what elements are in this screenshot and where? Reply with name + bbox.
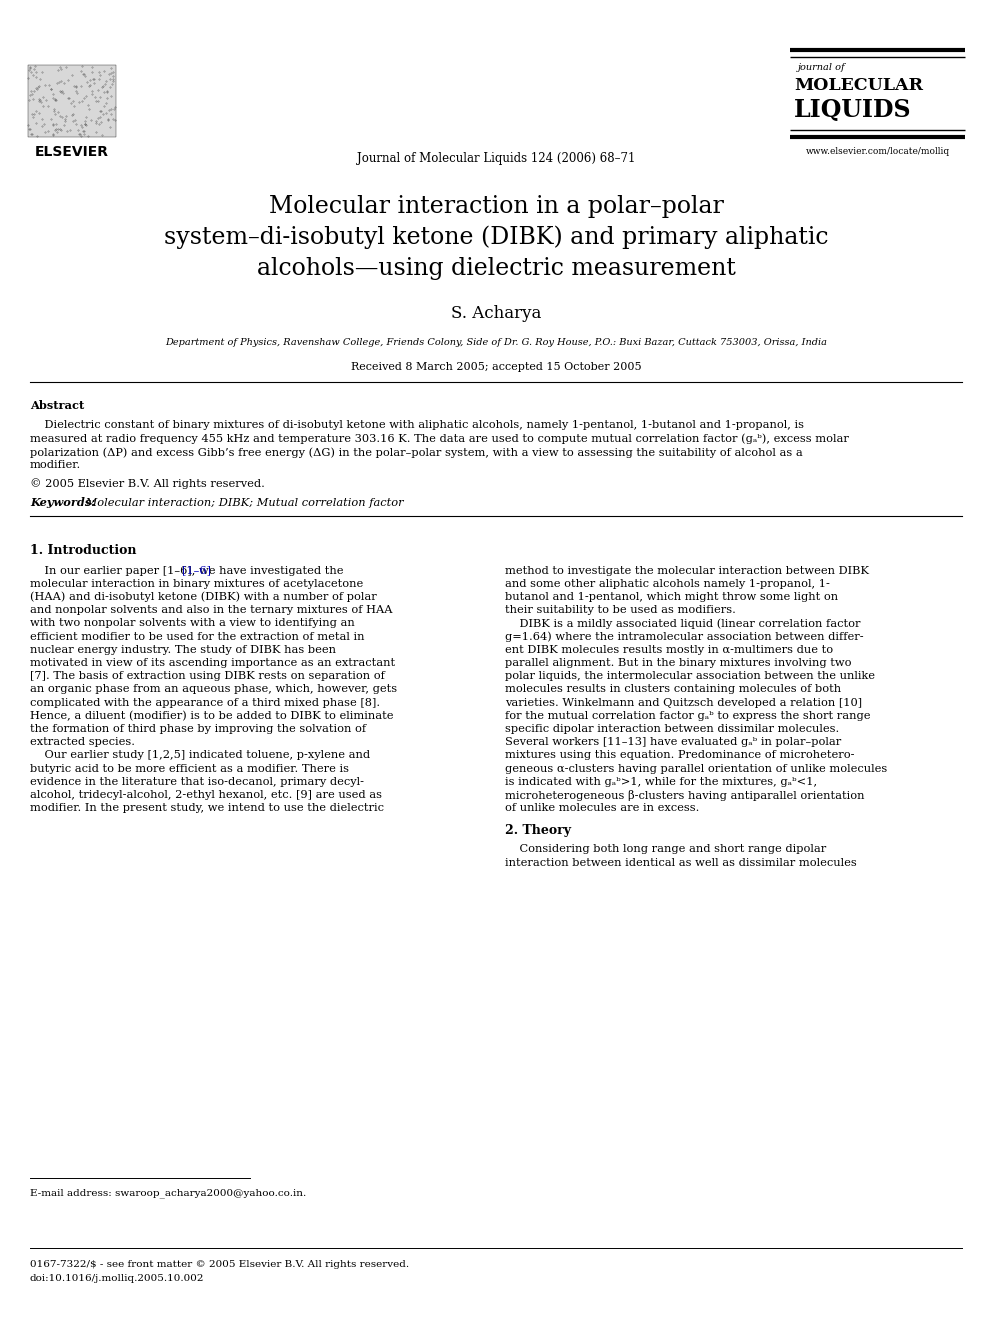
Text: Molecular interaction; DIBK; Mutual correlation factor: Molecular interaction; DIBK; Mutual corr… bbox=[82, 497, 404, 508]
Text: In our earlier paper [1–6], we have investigated the: In our earlier paper [1–6], we have inve… bbox=[30, 565, 343, 576]
Text: polar liquids, the intermolecular association between the unlike: polar liquids, the intermolecular associ… bbox=[505, 671, 875, 681]
Text: modifier. In the present study, we intend to use the dielectric: modifier. In the present study, we inten… bbox=[30, 803, 384, 814]
Text: Keywords:: Keywords: bbox=[30, 497, 95, 508]
Text: is indicated with gₐᵇ>1, while for the mixtures, gₐᵇ<1,: is indicated with gₐᵇ>1, while for the m… bbox=[505, 777, 817, 787]
Text: geneous α-clusters having parallel orientation of unlike molecules: geneous α-clusters having parallel orien… bbox=[505, 763, 887, 774]
Text: method to investigate the molecular interaction between DIBK: method to investigate the molecular inte… bbox=[505, 565, 869, 576]
Text: alcohols—using dielectric measurement: alcohols—using dielectric measurement bbox=[257, 257, 735, 280]
Text: polarization (ΔP) and excess Gibb’s free energy (ΔG) in the polar–polar system, : polarization (ΔP) and excess Gibb’s free… bbox=[30, 447, 803, 458]
Text: and some other aliphatic alcohols namely 1-propanol, 1-: and some other aliphatic alcohols namely… bbox=[505, 578, 830, 589]
Text: Molecular interaction in a polar–polar: Molecular interaction in a polar–polar bbox=[269, 194, 723, 218]
Text: parallel alignment. But in the binary mixtures involving two: parallel alignment. But in the binary mi… bbox=[505, 658, 851, 668]
Text: 0167-7322/$ - see front matter © 2005 Elsevier B.V. All rights reserved.: 0167-7322/$ - see front matter © 2005 El… bbox=[30, 1259, 409, 1269]
Text: Hence, a diluent (modifier) is to be added to DIBK to eliminate: Hence, a diluent (modifier) is to be add… bbox=[30, 710, 394, 721]
Text: Received 8 March 2005; accepted 15 October 2005: Received 8 March 2005; accepted 15 Octob… bbox=[351, 363, 641, 372]
Text: E-mail address: swaroop_acharya2000@yahoo.co.in.: E-mail address: swaroop_acharya2000@yaho… bbox=[30, 1188, 307, 1197]
Text: DIBK is a mildly associated liquid (linear correlation factor: DIBK is a mildly associated liquid (line… bbox=[505, 618, 860, 628]
Text: with two nonpolar solvents with a view to identifying an: with two nonpolar solvents with a view t… bbox=[30, 618, 355, 628]
Text: ELSEVIER: ELSEVIER bbox=[35, 146, 109, 159]
Text: of unlike molecules are in excess.: of unlike molecules are in excess. bbox=[505, 803, 699, 814]
Text: evidence in the literature that iso-decanol, primary decyl-: evidence in the literature that iso-deca… bbox=[30, 777, 364, 787]
Text: microheterogeneous β-clusters having antiparallel orientation: microheterogeneous β-clusters having ant… bbox=[505, 790, 864, 800]
Text: S. Acharya: S. Acharya bbox=[450, 306, 542, 321]
Text: for the mutual correlation factor gₐᵇ to express the short range: for the mutual correlation factor gₐᵇ to… bbox=[505, 710, 871, 721]
Text: 1. Introduction: 1. Introduction bbox=[30, 544, 137, 557]
Text: Our earlier study [1,2,5] indicated toluene, p-xylene and: Our earlier study [1,2,5] indicated tolu… bbox=[30, 750, 370, 761]
Text: complicated with the appearance of a third mixed phase [8].: complicated with the appearance of a thi… bbox=[30, 697, 380, 708]
Text: extracted species.: extracted species. bbox=[30, 737, 135, 747]
Text: motivated in view of its ascending importance as an extractant: motivated in view of its ascending impor… bbox=[30, 658, 395, 668]
Text: MOLECULAR: MOLECULAR bbox=[794, 77, 923, 94]
Text: Journal of Molecular Liquids 124 (2006) 68–71: Journal of Molecular Liquids 124 (2006) … bbox=[357, 152, 635, 165]
Text: molecular interaction in binary mixtures of acetylacetone: molecular interaction in binary mixtures… bbox=[30, 578, 363, 589]
Text: [7]. The basis of extraction using DIBK rests on separation of: [7]. The basis of extraction using DIBK … bbox=[30, 671, 385, 681]
Text: an organic phase from an aqueous phase, which, however, gets: an organic phase from an aqueous phase, … bbox=[30, 684, 397, 695]
Text: Dielectric constant of binary mixtures of di-isobutyl ketone with aliphatic alco: Dielectric constant of binary mixtures o… bbox=[30, 419, 804, 430]
Text: molecules results in clusters containing molecules of both: molecules results in clusters containing… bbox=[505, 684, 841, 695]
Text: specific dipolar interaction between dissimilar molecules.: specific dipolar interaction between dis… bbox=[505, 724, 839, 734]
Text: butyric acid to be more efficient as a modifier. There is: butyric acid to be more efficient as a m… bbox=[30, 763, 349, 774]
Text: and nonpolar solvents and also in the ternary mixtures of HAA: and nonpolar solvents and also in the te… bbox=[30, 605, 393, 615]
Text: modifier.: modifier. bbox=[30, 460, 81, 471]
Text: g=1.64) where the intramolecular association between differ-: g=1.64) where the intramolecular associa… bbox=[505, 631, 864, 642]
Text: mixtures using this equation. Predominance of microhetero-: mixtures using this equation. Predominan… bbox=[505, 750, 854, 761]
Text: their suitability to be used as modifiers.: their suitability to be used as modifier… bbox=[505, 605, 736, 615]
Text: 2. Theory: 2. Theory bbox=[505, 824, 571, 837]
Text: journal of: journal of bbox=[798, 64, 845, 71]
Bar bbox=[28, 65, 116, 138]
Text: system–di-isobutyl ketone (DIBK) and primary aliphatic: system–di-isobutyl ketone (DIBK) and pri… bbox=[164, 225, 828, 249]
Text: alcohol, tridecyl-alcohol, 2-ethyl hexanol, etc. [9] are used as: alcohol, tridecyl-alcohol, 2-ethyl hexan… bbox=[30, 790, 382, 800]
Text: efficient modifier to be used for the extraction of metal in: efficient modifier to be used for the ex… bbox=[30, 631, 364, 642]
Text: [1–6]: [1–6] bbox=[182, 565, 211, 576]
Text: Several workers [11–13] have evaluated gₐᵇ in polar–polar: Several workers [11–13] have evaluated g… bbox=[505, 737, 841, 747]
Text: Department of Physics, Ravenshaw College, Friends Colony, Side of Dr. G. Roy Hou: Department of Physics, Ravenshaw College… bbox=[165, 337, 827, 347]
Text: ent DIBK molecules results mostly in α-multimers due to: ent DIBK molecules results mostly in α-m… bbox=[505, 644, 833, 655]
Text: varieties. Winkelmann and Quitzsch developed a relation [10]: varieties. Winkelmann and Quitzsch devel… bbox=[505, 697, 862, 708]
Text: doi:10.1016/j.molliq.2005.10.002: doi:10.1016/j.molliq.2005.10.002 bbox=[30, 1274, 204, 1283]
Text: butanol and 1-pentanol, which might throw some light on: butanol and 1-pentanol, which might thro… bbox=[505, 591, 838, 602]
Text: (HAA) and di-isobutyl ketone (DIBK) with a number of polar: (HAA) and di-isobutyl ketone (DIBK) with… bbox=[30, 591, 377, 602]
Text: www.elsevier.com/locate/molliq: www.elsevier.com/locate/molliq bbox=[806, 147, 949, 156]
Text: © 2005 Elsevier B.V. All rights reserved.: © 2005 Elsevier B.V. All rights reserved… bbox=[30, 478, 265, 488]
Text: Considering both long range and short range dipolar: Considering both long range and short ra… bbox=[505, 844, 826, 855]
Text: LIQUIDS: LIQUIDS bbox=[794, 98, 912, 122]
Text: nuclear energy industry. The study of DIBK has been: nuclear energy industry. The study of DI… bbox=[30, 644, 336, 655]
Text: Abstract: Abstract bbox=[30, 400, 84, 411]
Text: the formation of third phase by improving the solvation of: the formation of third phase by improvin… bbox=[30, 724, 366, 734]
Text: interaction between identical as well as dissimilar molecules: interaction between identical as well as… bbox=[505, 857, 857, 868]
Text: measured at radio frequency 455 kHz and temperature 303.16 K. The data are used : measured at radio frequency 455 kHz and … bbox=[30, 434, 849, 445]
